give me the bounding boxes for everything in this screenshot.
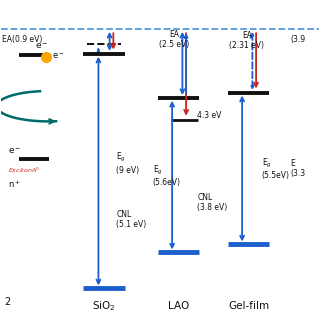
Text: EA
(2.5 eV): EA (2.5 eV): [159, 30, 189, 49]
Text: 4.3 eV: 4.3 eV: [197, 111, 222, 120]
Text: Gel-film: Gel-film: [228, 301, 269, 311]
Text: ExcitonA$^0$: ExcitonA$^0$: [8, 165, 40, 175]
Text: 2: 2: [4, 297, 11, 307]
Text: e$^-$: e$^-$: [8, 146, 21, 156]
Text: LAO: LAO: [168, 301, 189, 311]
Text: e$^-$: e$^-$: [52, 52, 64, 61]
Text: CNL
(3.8 eV): CNL (3.8 eV): [197, 193, 228, 212]
Text: EA
(2.31 eV): EA (2.31 eV): [229, 31, 264, 50]
Text: n$^+$: n$^+$: [8, 178, 21, 190]
Text: E$_g$
(5.6eV): E$_g$ (5.6eV): [153, 164, 180, 187]
Text: E$_g$
(9 eV): E$_g$ (9 eV): [116, 151, 139, 174]
Text: CNL
(5.1 eV): CNL (5.1 eV): [116, 210, 146, 229]
Text: E
(3.3: E (3.3: [291, 159, 306, 178]
Text: EA(0.9 eV): EA(0.9 eV): [2, 35, 43, 44]
Text: E$_g$
(5.5eV): E$_g$ (5.5eV): [262, 157, 290, 180]
Text: SiO$_2$: SiO$_2$: [92, 299, 116, 313]
Text: e$^-$: e$^-$: [35, 42, 48, 51]
Text: (3.9: (3.9: [291, 35, 306, 44]
